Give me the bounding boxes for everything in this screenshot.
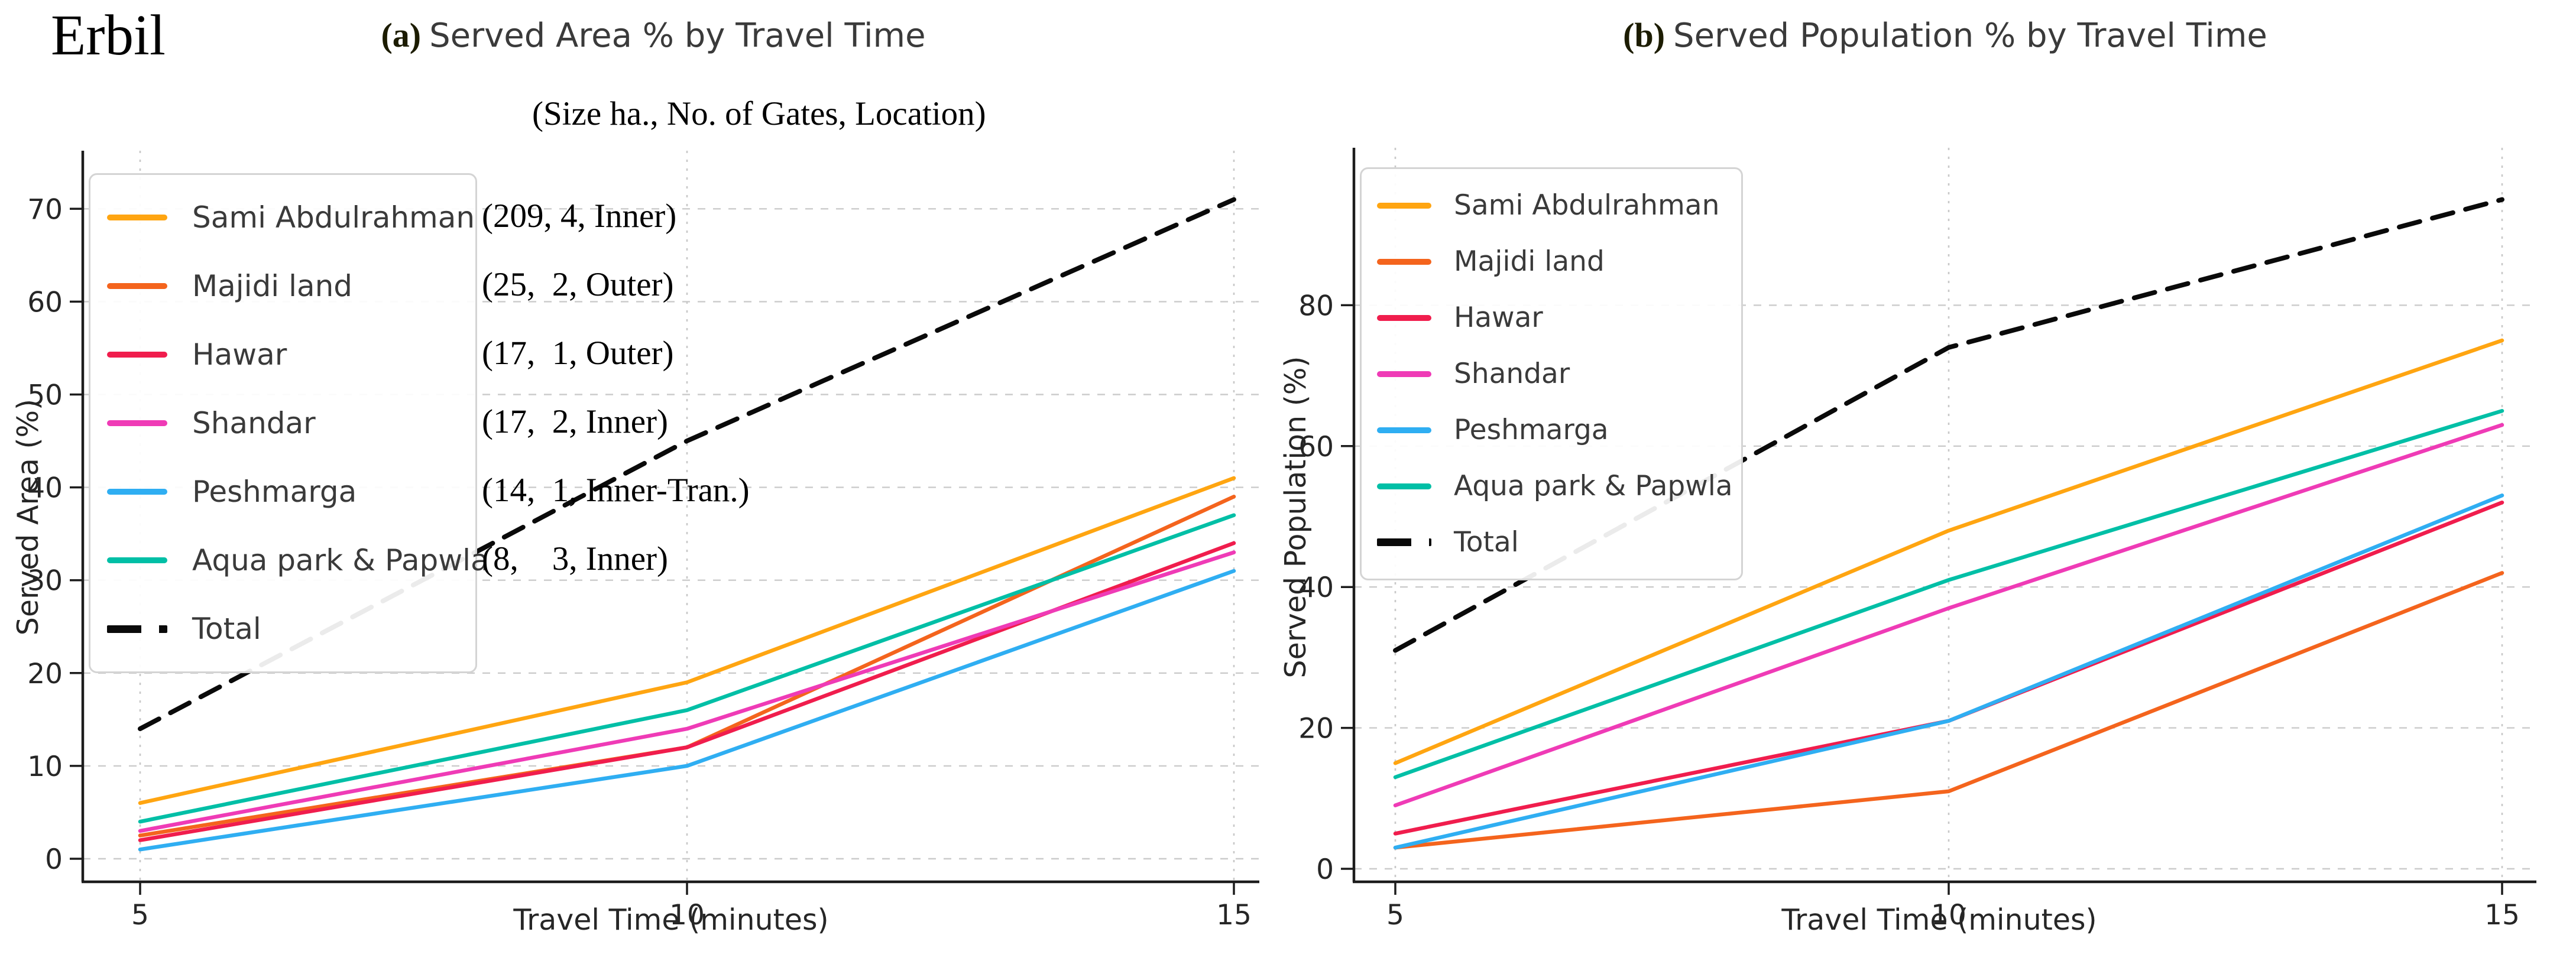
legend-swatch-sami-abdulrahman	[1377, 202, 1431, 209]
legend-item-majidi-land: Majidi land	[90, 252, 475, 320]
chart-a-x-axis-label: Travel Time (minutes)	[513, 903, 829, 937]
legend-label: Total	[1454, 526, 1519, 559]
x-tick-label: 10	[669, 899, 705, 931]
chart-b-title-text: Served Population % by Travel Time	[1673, 17, 2267, 55]
legend-label: Aqua park & Papwla	[1454, 470, 1733, 502]
legend-item-peshmarga: Peshmarga	[90, 457, 475, 526]
y-tick-label: 20	[1298, 713, 1334, 745]
legend-item-total: Total	[90, 595, 475, 663]
legend-swatch-shandar	[1377, 371, 1431, 377]
y-tick-label: 10	[27, 751, 63, 783]
series-line-sami-abdulrahman	[1393, 338, 2504, 765]
legend-label: Majidi land	[1454, 245, 1605, 278]
annotation-majidi-land: (25, 2, Outer)	[482, 265, 674, 303]
legend-label: Hawar	[192, 337, 287, 372]
legend-swatch-peshmarga	[107, 489, 167, 495]
legend-swatch-aqua-park-papwla	[107, 557, 167, 563]
ticks-a: 0 10 20 30 40 50 60 70 5 10 15	[27, 193, 1252, 931]
legend-label: Peshmarga	[192, 475, 357, 509]
legend-label: Majidi land	[192, 269, 353, 303]
chart-a-title-text: Served Area % by Travel Time	[429, 17, 926, 55]
annotation-peshmarga: (14, 1, Inner-Tran.)	[482, 471, 750, 509]
legend-item-sami-abdulrahman: Sami Abdulrahman	[90, 183, 475, 252]
annotation-shandar: (17, 2, Inner)	[482, 402, 668, 440]
y-tick-label: 80	[1298, 290, 1334, 322]
series-line-aqua-park-papwla	[138, 513, 1236, 824]
chart-a-legend: Sami Abdulrahman Majidi land Hawar Shandar P…	[89, 173, 489, 673]
legend-swatch-hawar	[1377, 314, 1431, 321]
chart-b-title: (b) Served Population % by Travel Time	[1502, 15, 2389, 55]
chart-a-annotations: (209, 4, Inner) (25, 2, Outer) (17, 1, Out…	[482, 173, 750, 593]
x-tick-label: 15	[2484, 899, 2520, 931]
legend-swatch-aqua-park-papwla	[1377, 483, 1431, 489]
legend-label: Shandar	[192, 406, 316, 440]
y-tick-label: 40	[27, 472, 63, 505]
legend-swatch-sami-abdulrahman	[107, 215, 167, 220]
legend-label: Peshmarga	[1454, 414, 1609, 446]
legend-label: Aqua park & Papwla	[192, 543, 489, 577]
x-tick-label: 10	[1931, 899, 1966, 931]
legend-swatch-total	[1377, 538, 1431, 546]
legend-item-shandar: Shandar	[1362, 346, 1741, 402]
series-line-shandar	[1393, 423, 2504, 807]
legend-item-majidi-land: Majidi land	[1362, 233, 1741, 290]
series-line-aqua-park-papwla	[1393, 408, 2504, 780]
legend-item-peshmarga: Peshmarga	[1362, 402, 1741, 458]
legend-item-aqua-park-papwla: Aqua park & Papwla	[1362, 458, 1741, 514]
legend-label: Shandar	[1454, 358, 1570, 390]
series-line-majidi-land	[1393, 571, 2504, 850]
legend-swatch-total	[107, 625, 167, 633]
y-tick-label: 30	[27, 565, 63, 598]
legend-item-shandar: Shandar	[90, 389, 475, 457]
legend-swatch-hawar	[107, 352, 167, 358]
legend-label: Total	[192, 612, 261, 646]
legend-item-hawar: Hawar	[90, 320, 475, 389]
legend-swatch-majidi-land	[107, 283, 167, 289]
x-tick-label: 5	[131, 899, 149, 931]
x-tick-label: 15	[1216, 899, 1252, 931]
legend-item-aqua-park-papwla: Aqua park & Papwla	[90, 526, 489, 595]
legend-label: Sami Abdulrahman	[192, 200, 475, 235]
legend-item-hawar: Hawar	[1362, 290, 1741, 346]
series-line-peshmarga	[138, 569, 1236, 852]
chart-b-plot: 0 20 40 60 80 5 10 15	[1298, 148, 2536, 931]
legend-label: Hawar	[1454, 301, 1543, 334]
y-tick-label: 70	[27, 193, 63, 226]
series-line-sami-abdulrahman	[138, 476, 1236, 805]
y-tick-label: 60	[27, 286, 63, 319]
chart-b-x-axis-label: Travel Time (minutes)	[1781, 903, 2097, 937]
legend-item-total: Total	[1362, 514, 1741, 570]
y-tick-label: 0	[1316, 853, 1334, 886]
legend-swatch-shandar	[107, 420, 167, 426]
series-line-shandar	[138, 550, 1236, 833]
y-tick-label: 40	[1298, 572, 1334, 604]
y-tick-label: 60	[1298, 431, 1334, 463]
chart-b-y-axis-label: Served Population (%)	[1279, 356, 1313, 678]
grid-b	[1354, 148, 2536, 882]
y-tick-label: 20	[27, 658, 63, 690]
chart-b-legend: Sami Abdulrahman Majidi land Hawar Shandar P…	[1360, 167, 1743, 580]
annotation-aqua-park-papwla: (8, 3, Inner)	[482, 540, 668, 577]
annotation-hawar: (17, 1, Outer)	[482, 334, 674, 372]
chart-a-y-axis-label: Served Area (%)	[11, 398, 45, 636]
y-tick-label: 0	[45, 843, 63, 876]
chart-a-legend-note-header: (Size ha., No. of Gates, Location)	[532, 95, 986, 132]
legend-item-sami-abdulrahman: Sami Abdulrahman	[1362, 177, 1741, 233]
ticks-b: 0 20 40 60 80 5 10 15	[1298, 290, 2520, 931]
legend-label: Sami Abdulrahman	[1454, 189, 1720, 222]
legend-swatch-peshmarga	[1377, 427, 1431, 433]
series-line-peshmarga	[1393, 493, 2504, 850]
legend-swatch-majidi-land	[1377, 258, 1431, 265]
y-tick-label: 50	[27, 379, 63, 412]
chart-b-title-prefix: (b)	[1623, 16, 1666, 54]
annotation-sami-abdulrahman: (209, 4, Inner)	[482, 197, 677, 235]
chart-a-title: (a) Served Area % by Travel Time	[210, 15, 1097, 55]
chart-a-title-prefix: (a)	[381, 16, 422, 54]
x-tick-label: 5	[1386, 899, 1404, 931]
figure-title: Erbil	[51, 4, 166, 67]
